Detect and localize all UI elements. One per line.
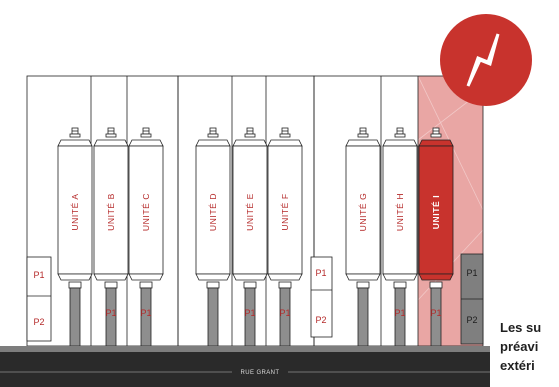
unit-label: UNITÉ A bbox=[70, 193, 80, 230]
parking-label-p2: P2 bbox=[33, 317, 44, 327]
parking-label-p1: P1 bbox=[315, 268, 326, 278]
caption: Les su préavi extéri bbox=[500, 318, 559, 375]
unit-cap bbox=[93, 139, 129, 147]
caption-line-3: extéri bbox=[500, 358, 535, 373]
unit-label: UNITÉ E bbox=[245, 193, 255, 231]
lightning-icon bbox=[466, 33, 500, 87]
units-layer: UNITÉ A UNITÉ B P1 UNITÉ C P1 UNITÉ D UNITÉ E P… bbox=[57, 127, 454, 347]
parking-label-p1: P1 bbox=[430, 308, 441, 318]
unit-cap bbox=[382, 139, 418, 147]
unit-body bbox=[267, 145, 303, 275]
unit-label: UNITÉ D bbox=[208, 193, 218, 231]
unit-cap bbox=[418, 139, 454, 147]
parking-label-p1: P1 bbox=[394, 308, 405, 318]
parking-label-p1: P1 bbox=[244, 308, 255, 318]
unit-cap bbox=[128, 139, 164, 147]
unit-driveway bbox=[207, 287, 219, 347]
unit-cap bbox=[232, 139, 268, 147]
unit-b[interactable]: UNITÉ B P1 bbox=[93, 127, 129, 347]
parking-label-p1: P1 bbox=[466, 268, 477, 278]
unit-label: UNITÉ C bbox=[141, 193, 151, 231]
unit-h[interactable]: UNITÉ H P1 bbox=[382, 127, 418, 347]
sidewalk bbox=[0, 346, 490, 352]
parking-label-p2: P2 bbox=[466, 315, 477, 325]
unit-label: UNITÉ F bbox=[280, 193, 290, 230]
parking-label-p1: P1 bbox=[105, 308, 116, 318]
unit-body bbox=[382, 145, 418, 275]
unit-f[interactable]: UNITÉ F P1 bbox=[267, 127, 303, 347]
unit-body bbox=[418, 145, 454, 275]
caption-line-2: préavi bbox=[500, 339, 539, 354]
unit-label: UNITÉ I bbox=[431, 195, 441, 229]
unit-label: UNITÉ G bbox=[358, 193, 368, 232]
unit-label: UNITÉ H bbox=[395, 193, 405, 231]
parking-lot-left bbox=[26, 256, 52, 342]
unit-a[interactable]: UNITÉ A bbox=[57, 127, 93, 347]
unit-g[interactable]: UNITÉ G bbox=[345, 127, 381, 347]
unit-body bbox=[345, 145, 381, 275]
unit-driveway bbox=[69, 287, 81, 347]
unit-i[interactable]: UNITÉ I P1 bbox=[418, 127, 454, 347]
parking-label-p1: P1 bbox=[140, 308, 151, 318]
lightning-badge[interactable] bbox=[440, 14, 532, 106]
unit-cap bbox=[345, 139, 381, 147]
street-label: RUE GRANT bbox=[241, 370, 280, 376]
parking-label-p1: P1 bbox=[279, 308, 290, 318]
parking-layer: P1 P2 P1 P2 P1 P2 bbox=[26, 253, 484, 345]
unit-cap bbox=[195, 139, 231, 147]
parking-label-p2: P2 bbox=[315, 315, 326, 325]
unit-cap bbox=[57, 139, 93, 147]
street-label-bg bbox=[232, 368, 288, 376]
unit-e[interactable]: UNITÉ E P1 bbox=[232, 127, 268, 347]
unit-c[interactable]: UNITÉ C P1 bbox=[128, 127, 164, 347]
caption-line-1: Les su bbox=[500, 320, 542, 335]
unit-label: UNITÉ B bbox=[106, 193, 116, 231]
unit-body bbox=[128, 145, 164, 275]
parking-lot-middle bbox=[310, 256, 333, 338]
unit-body bbox=[195, 145, 231, 275]
parking-label-p1: P1 bbox=[33, 270, 44, 280]
unit-body bbox=[93, 145, 129, 275]
unit-driveway bbox=[357, 287, 369, 347]
unit-cap bbox=[267, 139, 303, 147]
unit-body bbox=[232, 145, 268, 275]
unit-d[interactable]: UNITÉ D bbox=[195, 127, 231, 347]
